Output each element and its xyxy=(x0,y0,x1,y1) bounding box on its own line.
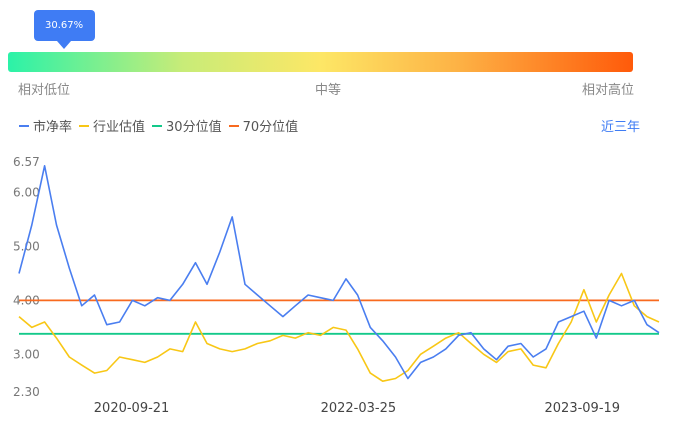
y-tick-label: 6.00 xyxy=(13,186,40,200)
x-tick-label: 2020-09-21 xyxy=(94,401,170,416)
legend-swatch-industry xyxy=(79,124,90,127)
legend-label-pb: 市净率 xyxy=(33,120,73,135)
industry-series-line xyxy=(18,272,660,383)
legend-swatch-p30 xyxy=(152,124,163,127)
percentile-pointer xyxy=(56,41,71,49)
legend-item-p30[interactable]: 30分位值 xyxy=(152,116,222,135)
pb-series-line xyxy=(18,165,660,380)
legend-item-pb[interactable]: 市净率 xyxy=(19,116,72,135)
legend-label-industry: 行业估值 xyxy=(93,120,146,135)
legend-item-industry[interactable]: 行业估值 xyxy=(79,116,145,135)
y-tick-label: 2.30 xyxy=(13,385,40,399)
percentile-value: 30.67% xyxy=(45,20,84,31)
legend-swatch-pb xyxy=(19,124,29,127)
x-tick-label: 2022-03-25 xyxy=(321,401,397,416)
y-tick-label: 3.00 xyxy=(13,347,40,361)
scale-mid-label: 中等 xyxy=(315,83,342,98)
percentile-badge: 30.67% xyxy=(33,10,95,41)
legend-swatch-p70 xyxy=(228,124,239,127)
legend-item-p70[interactable]: 70分位值 xyxy=(228,116,299,135)
percentile-gradient-bar xyxy=(8,52,633,72)
time-range-selector[interactable]: 近三年 xyxy=(600,120,640,135)
chart-legend: 市净率 行业估值 30分位值 70分位值 xyxy=(19,116,305,135)
scale-low-label: 相对低位 xyxy=(18,83,71,98)
legend-label-p70: 70分位值 xyxy=(242,120,299,135)
legend-label-p30: 30分位值 xyxy=(166,120,222,135)
y-tick-label: 6.57 xyxy=(13,155,40,169)
x-tick-label: 2023-09-19 xyxy=(545,401,621,416)
scale-high-label: 相对高位 xyxy=(582,83,635,98)
